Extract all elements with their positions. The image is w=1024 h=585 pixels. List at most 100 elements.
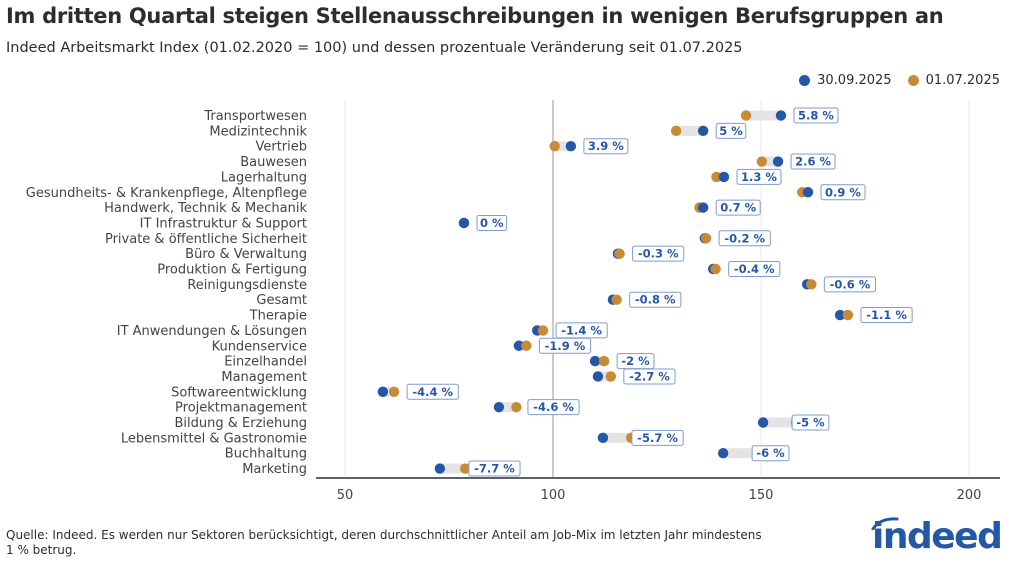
x-tick-label: 50 [337,488,354,503]
change-label-box [728,261,781,277]
category-label: Lagerhaltung [221,170,307,185]
dot-current [592,371,604,382]
source-note: Quelle: Indeed. Es werden nur Sektoren b… [6,528,762,557]
category-label: Bauwesen [240,155,307,170]
change-label: 5.8 % [798,109,834,123]
change-label: -1.1 % [866,308,907,322]
legend-item-current: 30.09.2025 [799,73,892,88]
change-label: 2.6 % [795,155,831,169]
change-label: 0 % [480,216,504,230]
connector-bar [554,141,571,152]
dumbbell-chart: 50 100 150 200 Transportwesen 5.8 % Medizintec… [26,100,1000,503]
category-label: Handwerk, Technik & Mechanik [104,201,307,216]
connector-bar [761,156,779,167]
x-tick-label: 200 [957,488,982,503]
dot-previous [598,355,610,367]
dot-previous [711,171,722,183]
change-label-box [790,153,836,170]
category-label: Softwareentwicklung [171,385,307,400]
connector-bar [597,371,611,382]
indeed-logo-arc-icon [871,517,899,530]
change-label: -5.7 % [637,431,678,445]
connector-bar [746,110,781,121]
change-label: -4.4 % [412,385,453,399]
change-label-box [406,383,459,400]
connector-bar [763,417,796,428]
category-label: Buchhaltung [225,447,307,462]
dot-current [493,401,505,413]
change-label: 1.3 % [741,170,777,184]
x-tick-label: 150 [749,488,774,503]
category-label: Bildung & Erziehung [175,416,308,431]
category-label: Reinigungsdienste [187,278,307,293]
change-label: -0.6 % [830,277,871,291]
dot-previous [756,156,768,167]
change-label-box [631,429,684,446]
dot-previous [614,248,625,259]
chart-title: Im dritten Quartal steigen Stellenaussch… [6,4,944,28]
dot-current [772,156,784,167]
change-label-box [629,291,682,308]
change-label-box [715,199,761,216]
change-label: 0.9 % [825,185,861,199]
category-label: IT Anwendungen & Lösungen [117,324,307,339]
legend-label-current: 30.09.2025 [817,73,892,88]
category-label: Therapie [249,309,307,324]
category-label: Vertrieb [255,140,307,155]
change-label-box [623,368,676,385]
change-label-box [820,184,866,201]
dot-current [718,171,730,183]
connector-bar [439,463,466,474]
change-label: -1.4 % [561,323,602,337]
change-label-box [793,107,839,124]
category-label: Kundenservice [212,339,307,354]
dot-current [597,432,609,444]
change-label-box [468,460,521,477]
change-label: -5 % [796,416,825,430]
change-label: -0.8 % [635,293,676,307]
category-label: Management [221,370,307,385]
dot-previous [700,233,712,244]
change-label-box [632,245,685,262]
category-label: Einzelhandel [224,355,307,370]
dot-previous [710,263,721,275]
dot-current [717,448,729,459]
dot-current [775,110,787,121]
dot-current [802,187,814,198]
x-tick-label: 100 [541,488,566,503]
dot-previous [605,371,617,382]
category-label: Gesundheits- & Krankenpflege, Altenpfleg… [26,186,307,201]
dot-current [513,340,525,351]
connector-bar [382,386,395,397]
legend: 30.09.2025 01.07.2025 [789,73,1000,88]
connector-bar [723,448,761,459]
change-label-box [715,122,747,139]
change-label-box [736,168,782,185]
dot-previous [670,125,682,137]
dot-current [589,355,601,367]
legend-marker-previous [907,75,919,86]
change-label-box [751,445,790,462]
legend-label-previous: 01.07.2025 [925,73,1000,88]
category-label: Transportwesen [203,109,307,124]
dot-current [377,386,389,397]
category-label: Produktion & Fertigung [157,263,307,278]
change-label: -6 % [756,446,785,460]
dot-previous [460,463,471,474]
dot-current [757,417,769,428]
change-label: -7.7 % [474,462,515,476]
change-label-box [823,276,877,293]
dot-previous [611,294,622,305]
category-label: Marketing [242,462,307,477]
connector-bar [676,125,704,136]
legend-item-previous: 01.07.2025 [907,73,1000,88]
change-label: -0.4 % [734,262,775,276]
category-label: Büro & Verwaltung [185,247,307,262]
change-label-box [583,138,629,155]
change-label-box [476,214,508,231]
dot-previous [806,279,817,290]
change-label-box [791,414,830,431]
change-label: -4.6 % [533,400,574,414]
change-label-box [860,307,913,324]
change-label: -1.9 % [545,339,586,353]
